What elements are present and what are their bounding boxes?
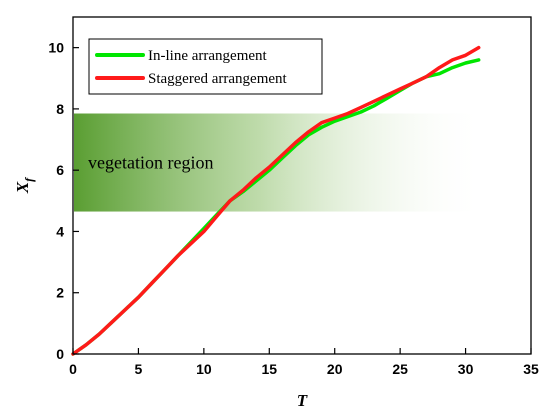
x-tick-label: 0 [69, 361, 77, 377]
y-axis-title-base: X [13, 181, 32, 194]
legend: In-line arrangement Staggered arrangement [88, 38, 323, 95]
y-axis-title-subscript: f [22, 177, 36, 182]
x-tick-label: 10 [196, 361, 212, 377]
vegetation-band-layer: vegetation region [74, 113, 487, 212]
x-tick-label: 15 [261, 361, 277, 377]
series-line-staggered [71, 45, 481, 356]
x-tick-label: 35 [523, 361, 539, 377]
y-tick-label: 6 [56, 162, 64, 178]
legend-label-in-line: In-line arrangement [148, 48, 268, 64]
y-tick-label: 10 [48, 40, 64, 56]
legend-box [88, 38, 323, 95]
y-tick-label: 4 [56, 223, 64, 239]
x-tick-label: 30 [458, 361, 474, 377]
plot-frame [72, 16, 532, 355]
vegetation-region-band [74, 113, 487, 212]
y-tick-label: 2 [56, 285, 64, 301]
y-tick-label: 8 [56, 101, 64, 117]
vegetation-region-label: vegetation region [88, 153, 213, 173]
x-tick-label: 5 [135, 361, 143, 377]
y-axis-title: Xf [13, 177, 36, 194]
legend-label-staggered: Staggered arrangement [148, 71, 288, 87]
series-layer [71, 45, 481, 356]
y-tick-label: 0 [56, 346, 64, 362]
x-axis-title: T [297, 391, 308, 410]
x-tick-label: 25 [392, 361, 408, 377]
x-tick-label: 20 [327, 361, 343, 377]
axes-layer: 0 5 10 15 20 25 30 35 0 2 4 6 8 10 T Xf [13, 16, 539, 410]
